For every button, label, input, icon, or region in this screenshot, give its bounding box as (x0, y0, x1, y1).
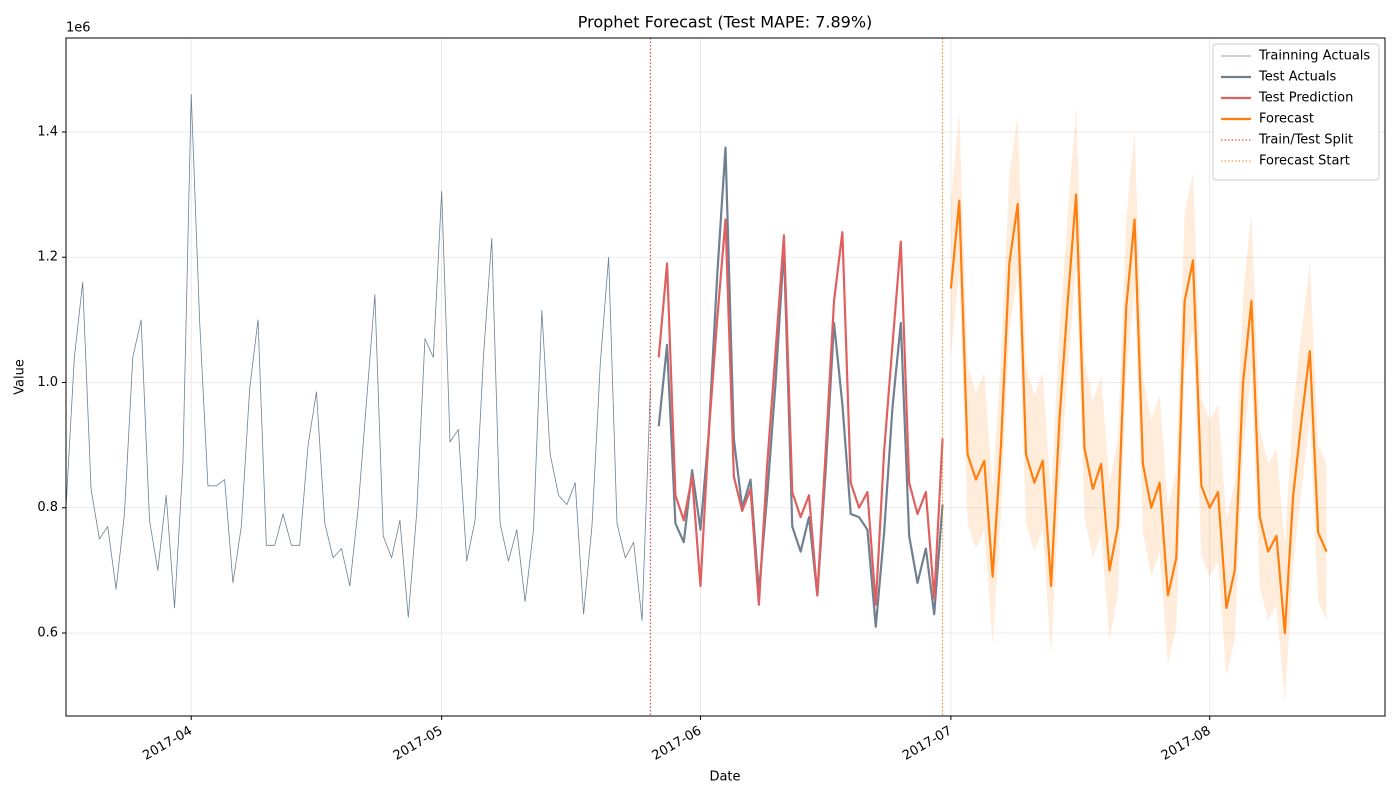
x-tick-label: 2017-07 (900, 724, 955, 764)
y-tick-label: 1.4 (37, 124, 58, 139)
series-line (65, 93, 651, 621)
y-offset-label: 1e6 (66, 21, 91, 36)
confidence-band (950, 106, 1327, 702)
legend: Trainning Actuals Test Actuals Test Predic… (1212, 43, 1380, 181)
x-tick-label: 2017-06 (650, 724, 705, 764)
legend-label: Train/Test Split (1258, 133, 1353, 148)
x-tick-label: 2017-08 (1159, 724, 1214, 764)
x-axis-label: Date (709, 770, 740, 785)
legend-box (1212, 43, 1380, 181)
x-tick-label: 2017-04 (140, 724, 195, 764)
chart-title: Prophet Forecast (Test MAPE: 7.89%) (578, 13, 873, 32)
y-tick-label: 0.8 (37, 500, 58, 515)
y-tick-label: 1.2 (37, 250, 58, 265)
y-tick-label: 0.6 (37, 626, 58, 641)
legend-label: Forecast Start (1259, 154, 1350, 169)
y-axis-label: Value (13, 359, 28, 395)
plot-frame (65, 37, 1386, 717)
legend-label: Forecast (1259, 112, 1314, 127)
y-tick-label: 1.0 (37, 375, 58, 390)
series-line (657, 218, 944, 606)
series-line (949, 193, 1328, 635)
legend-label: Test Actuals (1258, 70, 1336, 85)
x-tick-label: 2017-05 (391, 724, 446, 764)
legend-label: Test Prediction (1258, 91, 1353, 106)
legend-label: Trainning Actuals (1258, 49, 1370, 64)
